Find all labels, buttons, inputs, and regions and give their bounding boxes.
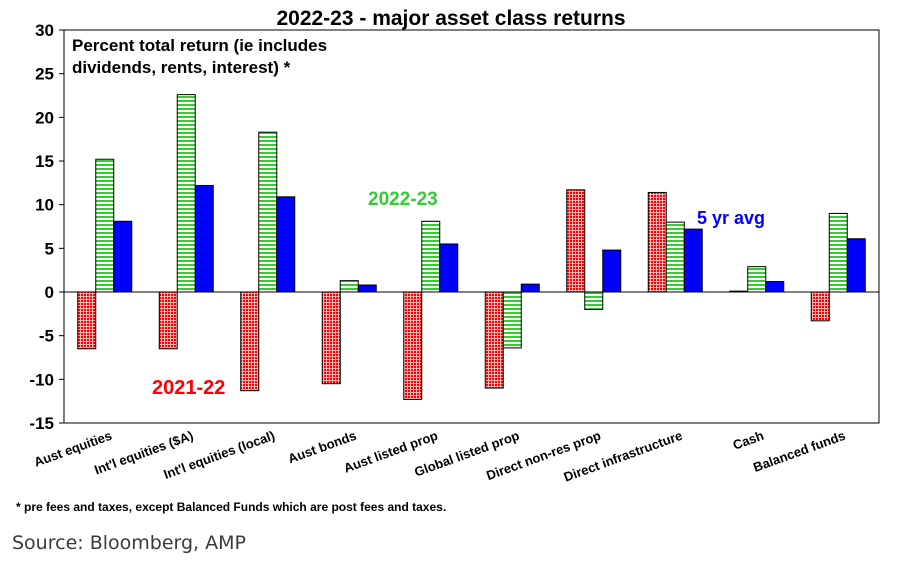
y-tick-label: 0 <box>45 283 54 302</box>
bar-2021-22 <box>647 191 667 293</box>
bar-2022-23 <box>665 221 685 293</box>
y-tick-label: 25 <box>35 65 54 84</box>
bar-5yr-avg <box>846 238 866 293</box>
y-tick-label: 30 <box>35 21 54 40</box>
source-text: Source: Bloomberg, AMP <box>12 532 246 554</box>
bar-2022-23 <box>421 220 441 293</box>
bar-2022-23 <box>502 291 522 349</box>
y-tick-label: 15 <box>35 152 54 171</box>
bar-2022-23 <box>176 94 196 293</box>
chart-subtitle-line2: dividends, rents, interest) * <box>72 58 291 77</box>
y-tick-label: 10 <box>35 196 54 215</box>
bar-2021-22 <box>240 291 260 392</box>
y-tick-label: -15 <box>29 414 54 433</box>
x-tick-label: Balanced funds <box>751 428 847 475</box>
bar-2021-22 <box>484 291 504 389</box>
chart: 2022-23 - major asset class returns Perc… <box>29 7 880 485</box>
chart-title: 2022-23 - major asset class returns <box>276 7 625 30</box>
bar-5yr-avg <box>765 281 785 293</box>
bar-2022-23 <box>258 131 278 293</box>
bar-2021-22 <box>321 291 341 385</box>
bar-2021-22 <box>77 291 97 350</box>
bar-5yr-avg <box>113 220 133 293</box>
series-label-5yr-avg: 5 yr avg <box>697 208 765 228</box>
bar-2021-22 <box>566 189 586 293</box>
chart-subtitle-line1: Percent total return (ie includes <box>72 36 327 55</box>
bar-5yr-avg <box>520 283 540 293</box>
y-tick-label: 20 <box>35 108 54 127</box>
x-tick-label: Cash <box>731 428 766 453</box>
bar-2022-23 <box>584 291 604 310</box>
bar-5yr-avg <box>194 184 214 293</box>
bar-2022-23 <box>747 266 767 293</box>
y-tick-label: 5 <box>45 239 54 258</box>
y-axis: 30 25 20 15 10 5 0 -5 -10 -15 <box>29 21 64 433</box>
footnote: * pre fees and taxes, except Balanced Fu… <box>16 500 447 514</box>
bar-2022-23 <box>339 280 359 293</box>
bar-5yr-avg <box>276 196 296 293</box>
bar-2021-22 <box>158 291 178 350</box>
series-label-2021-22: 2021-22 <box>152 377 225 399</box>
bar-5yr-avg <box>683 228 703 293</box>
y-tick-label: -10 <box>29 370 54 389</box>
plot-area <box>63 29 880 424</box>
bar-2022-23 <box>95 158 115 293</box>
bar-2021-22 <box>403 291 423 400</box>
bar-5yr-avg <box>439 243 459 293</box>
bars <box>77 94 866 400</box>
y-tick-label: -5 <box>39 327 54 346</box>
bar-5yr-avg <box>357 284 377 293</box>
series-labels: 2021-22 2022-23 5 yr avg <box>152 189 765 399</box>
bar-2022-23 <box>828 212 848 293</box>
bar-5yr-avg <box>602 249 622 293</box>
series-label-2022-23: 2022-23 <box>368 189 438 210</box>
bar-2021-22 <box>810 291 830 322</box>
